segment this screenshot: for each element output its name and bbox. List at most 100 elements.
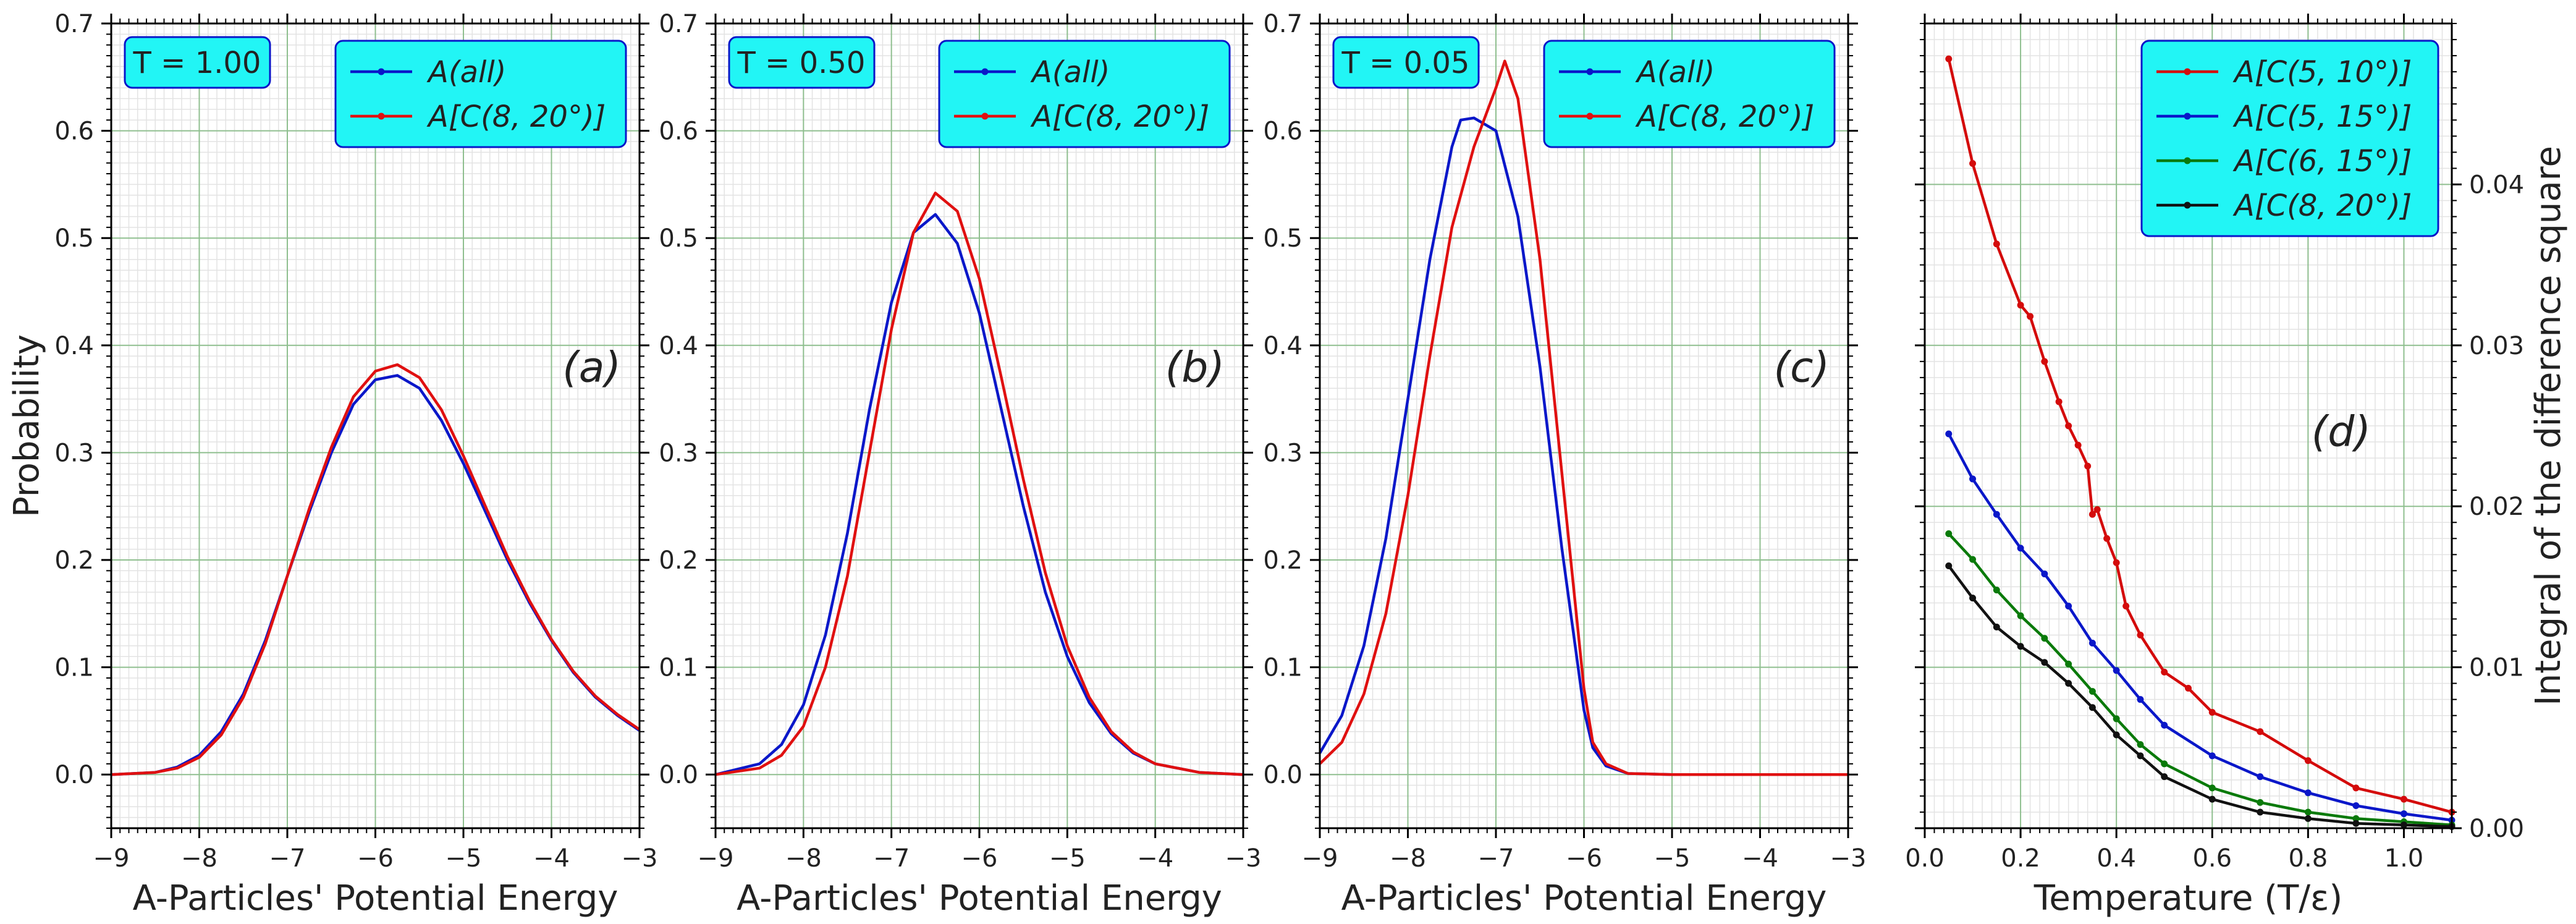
data-point xyxy=(2122,603,2130,610)
data-point xyxy=(2257,808,2264,816)
legend-label: A[C(8, 20°)] xyxy=(426,100,606,134)
data-point xyxy=(2088,511,2096,518)
x-tick-label: −9 xyxy=(1302,844,1338,873)
series-line-2 xyxy=(1947,433,2452,822)
x-tick-label: −4 xyxy=(1137,844,1173,873)
y-tick-label: 0.3 xyxy=(1263,439,1303,467)
legend-marker xyxy=(378,112,385,120)
temperature-box-bg xyxy=(124,36,271,89)
data-point xyxy=(2185,684,2192,692)
data-point xyxy=(2017,545,2024,552)
data-point xyxy=(2041,659,2048,666)
legend: A(all) A[C(8, 20°)] xyxy=(938,40,1231,148)
panel-label: (c) xyxy=(1774,343,1830,392)
data-point xyxy=(2113,715,2120,723)
y-tick-label: 0.2 xyxy=(659,546,698,575)
ticks xyxy=(101,14,649,838)
data-point xyxy=(2055,398,2063,405)
x-tick-label: 0.8 xyxy=(2289,844,2328,873)
data-point xyxy=(2161,721,2168,729)
y-tick-label: 0.4 xyxy=(1263,332,1303,360)
data-point xyxy=(1945,530,1953,537)
data-point xyxy=(2304,757,2312,765)
y-tick-label: 0.0 xyxy=(54,761,94,789)
x-tick-label: −4 xyxy=(533,844,570,873)
x-axis-label: A-Particles' Potential Energy xyxy=(133,878,619,918)
temperature-box-bg xyxy=(728,36,876,89)
x-tick-label: −7 xyxy=(1478,844,1514,873)
x-tick-label: −4 xyxy=(1742,844,1778,873)
data-point xyxy=(2113,731,2120,739)
data-point xyxy=(2088,688,2096,695)
x-tick-label: −3 xyxy=(1830,844,1867,873)
x-axis-label: A-Particles' Potential Energy xyxy=(737,878,1222,918)
data-point xyxy=(2065,680,2072,687)
data-point xyxy=(2065,422,2072,430)
data-point xyxy=(2074,441,2082,449)
legend-label: A[C(5, 10°)] xyxy=(2232,55,2412,90)
legend-marker xyxy=(378,68,385,75)
panel-label: (b) xyxy=(1165,343,1225,392)
data-point xyxy=(2208,795,2216,803)
data-point xyxy=(2137,696,2144,703)
x-tick-label: −5 xyxy=(1049,844,1086,873)
ticks xyxy=(706,14,1253,838)
data-point xyxy=(2304,815,2312,822)
y-tick-label: 0.3 xyxy=(54,439,94,467)
legend-label: A[C(8, 20°)] xyxy=(1030,100,1209,134)
x-axis-label: Temperature (T/ε) xyxy=(2033,878,2343,918)
legend: A(all) A[C(8, 20°)] xyxy=(334,40,627,148)
data-point xyxy=(2400,795,2407,803)
data-point xyxy=(2093,506,2101,513)
ticks xyxy=(1310,14,1858,838)
y-tick-label: 0.0 xyxy=(659,761,698,789)
temperature-label: T = 0.05 xyxy=(1341,46,1470,80)
x-tick-label: −3 xyxy=(622,844,658,873)
y-tick-label: 0.01 xyxy=(2469,654,2524,682)
temperature-box: T = 0.05 xyxy=(1332,36,1480,89)
y-tick-label: 0.5 xyxy=(659,224,698,253)
data-point xyxy=(2352,820,2360,827)
y-tick-label: 0.6 xyxy=(54,117,94,146)
x-tick-label: −6 xyxy=(1566,844,1602,873)
x-tick-label: −6 xyxy=(961,844,998,873)
legend-box xyxy=(1543,40,1836,148)
x-tick-label: −7 xyxy=(269,844,306,873)
data-point xyxy=(2257,773,2264,781)
data-point xyxy=(2088,640,2096,647)
data-point xyxy=(2017,643,2024,650)
x-tick-label: 1.0 xyxy=(2384,844,2424,873)
legend-label: A[C(5, 15°)] xyxy=(2232,100,2412,134)
temperature-label: T = 1.00 xyxy=(133,46,261,80)
legend-box xyxy=(938,40,1231,148)
data-point xyxy=(2137,632,2144,639)
y-tick-label: 0.03 xyxy=(2469,332,2524,360)
data-point xyxy=(2161,773,2168,781)
data-point xyxy=(2137,752,2144,760)
temperature-box: T = 1.00 xyxy=(124,36,271,89)
data-point xyxy=(2065,603,2072,610)
x-tick-label: −9 xyxy=(93,844,130,873)
data-point xyxy=(1945,55,1953,62)
x-tick-label: 0.2 xyxy=(2001,844,2040,873)
data-point xyxy=(2113,559,2120,566)
legend-label: A[C(8, 20°)] xyxy=(2232,189,2412,223)
data-point xyxy=(2208,752,2216,760)
legend-box xyxy=(334,40,627,148)
data-point xyxy=(2257,728,2264,735)
legend-marker xyxy=(2184,157,2191,164)
legend-marker xyxy=(1586,112,1594,120)
data-point xyxy=(2208,784,2216,792)
temperature-box-bg xyxy=(1332,36,1480,89)
x-tick-label: −8 xyxy=(785,844,822,873)
legend-marker xyxy=(981,68,989,75)
data-point xyxy=(2065,660,2072,668)
legend-label: A(all) xyxy=(1635,55,1715,90)
temperature-label: T = 0.50 xyxy=(737,46,866,80)
series-line-2 xyxy=(1319,59,1848,776)
panel-c: −9 −8 −7 −6 −5 −4 −3 0.0 0.1 0.2 0.3 0.4 0.5 0.6 0.7 A-… xyxy=(1263,10,1866,918)
y-tick-label: 0.7 xyxy=(1263,10,1303,38)
legend-label: A[C(6, 15°)] xyxy=(2232,144,2412,179)
legend-marker xyxy=(1586,68,1594,75)
data-point xyxy=(2257,799,2264,806)
